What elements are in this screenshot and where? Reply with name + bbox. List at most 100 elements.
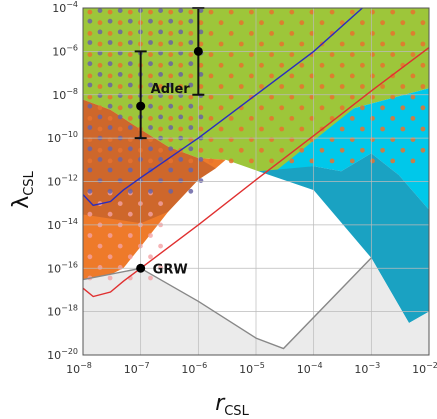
points-layer: GRW Adler: [134, 7, 205, 277]
dot-1-53: [148, 73, 153, 79]
dot-1-147: [269, 31, 274, 36]
dot-2-100: [188, 82, 194, 88]
dot-2-26: [107, 103, 113, 109]
region-4: [83, 257, 429, 355]
dot-1-243: [420, 126, 426, 132]
dot-1-214: [370, 116, 375, 121]
dot-1-218: [370, 73, 375, 79]
dot-1-244: [410, 116, 416, 121]
dot-1-6: [87, 94, 93, 100]
point-label-1: Adler: [151, 82, 191, 97]
dot-0-6: [87, 211, 93, 217]
dot-1-116: [238, 41, 244, 47]
curve-1: [83, 47, 429, 298]
dot-1-145: [269, 52, 274, 57]
dot-2-10: [87, 82, 93, 88]
dot-1-34: [127, 116, 133, 121]
y-tick-1: 10−18: [47, 304, 78, 319]
dot-1-196: [360, 147, 365, 153]
dot-1-138: [279, 126, 285, 132]
dot-2-28: [107, 82, 113, 88]
dot-1-27: [107, 31, 113, 36]
dot-1-95: [218, 105, 224, 111]
dot-1-60: [168, 158, 174, 164]
dot-2-98: [188, 103, 194, 109]
dot-2-105: [198, 29, 204, 35]
dot-1-224: [370, 9, 375, 15]
dot-2-91: [198, 178, 204, 184]
dot-1-181: [339, 147, 345, 153]
dot-1-29: [107, 9, 113, 15]
dot-1-187: [339, 84, 345, 89]
dot-0-4: [87, 233, 93, 238]
y-tick-8: 10−4: [52, 0, 78, 15]
dot-1-102: [208, 31, 214, 36]
dot-0-1: [97, 265, 103, 270]
dot-1-194: [329, 9, 335, 15]
dot-1-9: [97, 62, 103, 68]
dot-2-54: [148, 188, 153, 194]
dot-2-20: [107, 167, 113, 173]
dot-0-13: [107, 233, 113, 238]
dot-1-226: [400, 147, 406, 153]
dot-1-16: [117, 147, 123, 153]
dot-2-61: [158, 114, 164, 120]
dot-1-1: [97, 147, 103, 153]
dot-1-189: [339, 62, 345, 68]
dot-1-45: [148, 158, 153, 164]
dot-1-249: [420, 62, 426, 68]
dot-2-101: [198, 72, 204, 77]
dot-2-16: [87, 18, 93, 24]
dot-1-139: [269, 116, 274, 121]
dot-2-19: [117, 178, 123, 184]
dot-2-2: [87, 167, 93, 173]
dot-1-223: [380, 20, 385, 26]
dot-1-199: [349, 116, 355, 121]
dot-1-148: [279, 20, 285, 26]
dot-1-232: [400, 84, 406, 89]
y-tick-0: 10−20: [47, 347, 78, 362]
dot-2-78: [168, 125, 174, 130]
dot-1-229: [390, 116, 396, 121]
dot-1-78: [198, 126, 204, 132]
point-label-0: GRW: [153, 262, 188, 277]
dot-1-23: [107, 73, 113, 79]
dot-1-70: [168, 52, 174, 57]
dot-2-81: [178, 93, 184, 98]
dot-1-48: [158, 126, 164, 132]
dot-1-135: [269, 158, 274, 164]
dot-1-238: [400, 20, 406, 26]
dot-1-21: [107, 94, 113, 100]
dot-2-92: [188, 167, 194, 173]
dot-2-24: [107, 125, 113, 130]
dot-1-57: [148, 31, 153, 36]
dot-1-56: [158, 41, 164, 47]
dot-1-146: [279, 41, 285, 47]
y-axis-label-sub: CSL: [22, 170, 37, 195]
dot-1-0: [87, 158, 93, 164]
dot-1-75: [188, 158, 194, 164]
dot-1-204: [360, 62, 365, 68]
dot-1-101: [218, 41, 224, 47]
region-1: [273, 88, 429, 210]
dot-1-49: [148, 116, 153, 121]
dot-1-68: [168, 73, 174, 79]
dot-2-64: [148, 82, 153, 88]
dot-0-10: [117, 265, 123, 270]
dot-1-93: [218, 126, 224, 132]
dot-1-72: [168, 31, 174, 36]
dot-0-16: [117, 201, 123, 207]
dot-1-36: [127, 94, 133, 100]
dot-1-241: [420, 147, 426, 153]
dot-2-86: [168, 40, 174, 45]
dot-1-130: [249, 52, 254, 57]
dot-1-165: [309, 158, 315, 164]
dot-2-7: [97, 114, 103, 120]
dot-1-7: [97, 84, 103, 89]
dot-1-84: [198, 62, 204, 68]
dot-1-180: [329, 158, 335, 164]
dot-1-216: [370, 94, 375, 100]
dot-2-75: [178, 157, 184, 162]
curve-2: [83, 257, 372, 350]
dot-1-24: [117, 62, 123, 68]
